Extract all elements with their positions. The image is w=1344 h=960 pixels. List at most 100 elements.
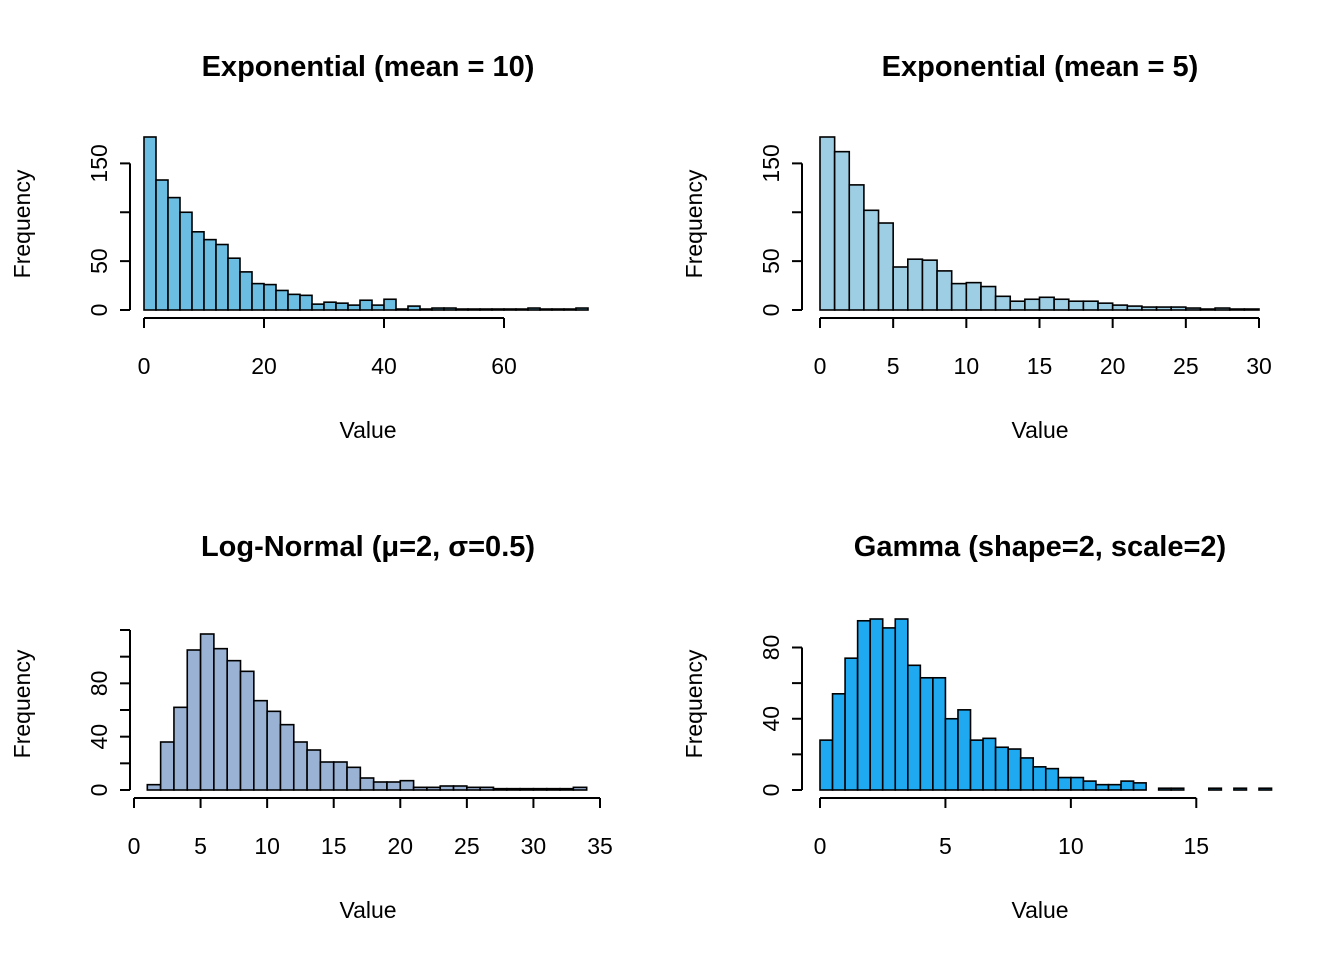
histogram-bar (263, 283, 277, 311)
x-tick-label: 15 (1027, 353, 1053, 379)
histogram-bar (155, 179, 169, 311)
x-tick-label: 0 (138, 353, 151, 379)
histogram-bar (1228, 308, 1246, 311)
histogram-bar (1067, 300, 1085, 311)
histogram-bar (944, 717, 959, 791)
histogram-bar (1057, 776, 1072, 791)
histogram-bar (1155, 306, 1172, 311)
histogram-bar (407, 305, 421, 311)
histogram-bar (532, 787, 548, 791)
histogram-bar (848, 184, 865, 311)
histogram-bar (159, 741, 175, 791)
histogram-bar (1095, 783, 1110, 791)
histogram-bar (1126, 305, 1143, 311)
y-axis: 0 50 150 (86, 144, 131, 317)
histogram-bar (239, 271, 253, 311)
histogram-bar (1243, 308, 1260, 311)
x-axis-label: Value (339, 897, 396, 923)
histogram-bar (371, 304, 385, 311)
histogram-bar (266, 710, 282, 791)
y-tick-label: 50 (758, 248, 784, 274)
histogram-bar (1185, 307, 1202, 311)
histogram-bar (856, 619, 871, 791)
histogram-bar (863, 209, 880, 311)
y-axis: 0 40 80 (86, 629, 131, 796)
histogram-bar (575, 307, 589, 311)
x-tick-label: 10 (254, 833, 280, 859)
histogram-bar (545, 787, 561, 791)
histogram-bar (479, 308, 493, 311)
histogram-bar (1120, 780, 1135, 791)
panel-exponential-mean-5: Exponential (mean = 5) Value Frequency 0… (681, 51, 1272, 443)
histogram-bar (251, 282, 265, 311)
histogram-bar (399, 779, 415, 791)
y-axis-label: Frequency (681, 649, 707, 758)
x-tick-label: 5 (887, 353, 900, 379)
y-tick-label: 80 (758, 635, 784, 661)
histogram-bar (921, 259, 938, 311)
x-tick-label: 0 (128, 833, 141, 859)
histogram-bar (1097, 302, 1114, 311)
histogram-bar (844, 657, 859, 791)
histogram-bar (455, 308, 469, 311)
x-tick-label: 35 (587, 833, 613, 859)
histogram-bar (892, 266, 909, 311)
histogram-bar (323, 301, 337, 311)
y-tick-label: 0 (758, 784, 784, 797)
histogram-bar (1107, 783, 1122, 791)
chart-title: Log-Normal (μ=2, σ=0.5) (201, 531, 535, 563)
histogram-bar (831, 693, 846, 791)
histogram-bar (279, 723, 295, 791)
histogram-bar (346, 766, 362, 791)
histogram-bar (287, 293, 301, 311)
y-tick-label: 0 (758, 304, 784, 317)
x-tick-label: 40 (371, 353, 397, 379)
histogram-bar (994, 295, 1012, 311)
y-tick-label: 40 (758, 706, 784, 732)
histogram-bar (203, 238, 217, 311)
x-axis: 0 5 10 15 (814, 797, 1209, 859)
histogram-bar (1032, 766, 1047, 791)
histogram-bar (452, 785, 468, 791)
histogram-bar (539, 308, 553, 311)
x-tick-label: 20 (387, 833, 413, 859)
histogram-bar (372, 781, 388, 791)
histogram-bar (551, 308, 565, 311)
x-tick-label: 0 (814, 833, 827, 859)
panel-exponential-mean-10: Exponential (mean = 10) Value Frequency … (9, 51, 589, 443)
y-tick-label: 0 (86, 304, 112, 317)
histogram-bar (186, 649, 202, 791)
histogram-bar (819, 136, 836, 311)
x-axis-label: Value (339, 417, 396, 443)
histogram-bar (869, 618, 884, 791)
chart-title: Exponential (mean = 10) (202, 51, 535, 83)
histogram-bar (167, 196, 181, 311)
histogram-bar (347, 304, 361, 311)
histogram-bar (1170, 787, 1185, 791)
histogram-bar (1170, 306, 1187, 311)
histogram-bar (215, 243, 229, 311)
chart-title: Gamma (shape=2, scale=2) (854, 531, 1226, 563)
y-tick-label: 40 (86, 724, 112, 750)
histogram-bar (833, 150, 851, 311)
bars (819, 136, 1260, 311)
histogram-bar (563, 308, 577, 311)
histogram-bar (253, 699, 268, 791)
histogram-bar (965, 281, 982, 311)
histogram-bar (412, 786, 428, 791)
x-tick-label: 60 (491, 353, 517, 379)
bars (143, 136, 589, 311)
histogram-bar (919, 676, 934, 791)
histogram-bar (332, 761, 348, 791)
histogram-bar (515, 308, 529, 311)
histogram-bar (491, 308, 505, 311)
histogram-bar (431, 307, 445, 311)
chart-title: Exponential (mean = 5) (882, 51, 1199, 83)
histogram-bar (950, 282, 968, 311)
x-tick-label: 20 (251, 353, 277, 379)
histogram-bar (143, 136, 157, 311)
panel-log-normal: Log-Normal (μ=2, σ=0.5) Value Frequency … (9, 531, 613, 923)
y-tick-label: 80 (86, 671, 112, 697)
histogram-bar (306, 749, 322, 791)
histogram-bar (1082, 780, 1097, 791)
